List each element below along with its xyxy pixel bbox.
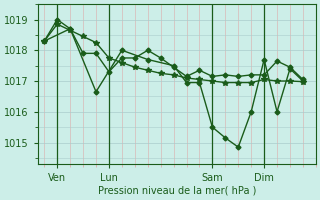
X-axis label: Pression niveau de la mer( hPa ): Pression niveau de la mer( hPa ): [98, 186, 256, 196]
